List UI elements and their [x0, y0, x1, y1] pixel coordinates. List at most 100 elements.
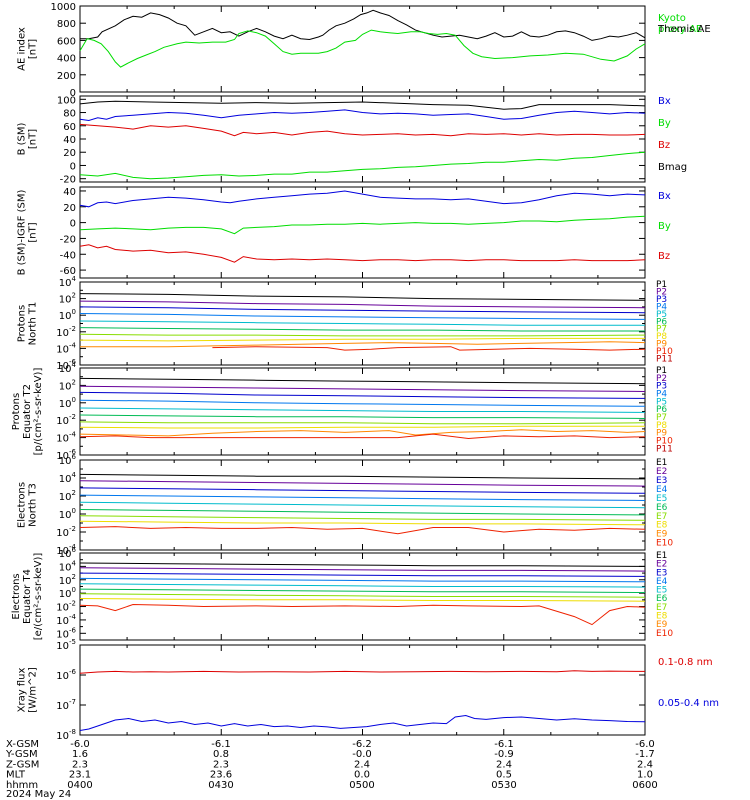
- legend-entry: P3: [656, 295, 667, 305]
- series-line-2: [79, 714, 646, 731]
- series-line-1: [79, 473, 646, 480]
- footer-cell: 1.0: [637, 770, 653, 781]
- footer-cell: 0500: [349, 780, 374, 791]
- y-tick-label: 80: [63, 109, 76, 120]
- legend-entry: E8: [656, 521, 668, 531]
- y-axis-label: [nT]: [28, 129, 39, 149]
- y-tick-label: 10-6: [56, 668, 76, 682]
- y-tick-label: 102: [59, 378, 76, 392]
- legend-entry: E6: [656, 503, 668, 513]
- legend-entry: P2: [656, 374, 667, 384]
- footer-cell: 0530: [491, 780, 516, 791]
- series-line-8: [79, 337, 645, 342]
- footer-cell: 0.8: [213, 749, 229, 760]
- series-line-4: [79, 577, 646, 583]
- y-tick-label: 10-2: [56, 325, 76, 339]
- y-tick-label: 0: [70, 219, 76, 230]
- series-line-6: [79, 509, 646, 516]
- y-tick-label: 10-2: [56, 525, 76, 539]
- y-tick-label: 40: [63, 187, 76, 198]
- legend-entry: E1: [656, 551, 667, 561]
- legend-entry: E8: [656, 612, 668, 622]
- y-tick-label: 10-8: [56, 728, 76, 742]
- y-tick-label: 600: [57, 36, 76, 47]
- y-tick-label: 100: [59, 396, 76, 410]
- y-tick-label: 10-2: [56, 600, 76, 614]
- legend-entry: E2: [656, 467, 667, 477]
- footer-cell: -1.7: [635, 749, 655, 760]
- y-axis-label: [W/m^2]: [28, 667, 39, 713]
- series-line-7: [79, 593, 646, 598]
- y-tick-label: 20: [63, 203, 76, 214]
- legend-entry: P10: [656, 347, 673, 357]
- legend-entry: By: [658, 221, 671, 232]
- footer-cell: 0430: [208, 780, 233, 791]
- footer-cell: -6.1: [211, 739, 231, 750]
- legend-entry: E9: [656, 530, 668, 540]
- series-line-4: [79, 494, 646, 501]
- series-line-2: [79, 567, 646, 572]
- panel-8: 10-8 10-7 10-6 10-5 Xray flux [W/m^2] 0.1-0.8 …: [17, 638, 720, 742]
- y-tick-label: 400: [57, 54, 76, 65]
- y-tick-label: 200: [57, 71, 76, 82]
- legend-entry: proxy AE: [658, 24, 702, 35]
- footer-cell: 2.3: [213, 759, 229, 770]
- y-tick-label: 10-6: [56, 448, 76, 462]
- panel-4: 10-6 10-4 10-2 100 102 104 Protons North T1 P1P2…: [17, 275, 674, 372]
- y-tick-label: 102: [59, 573, 76, 587]
- footer-cell: 2.4: [354, 759, 370, 770]
- series-line-1: [79, 293, 646, 301]
- legend-entry: 0.05-0.4 nm: [658, 698, 719, 709]
- legend-entry: E7: [656, 512, 667, 522]
- legend-entry: P5: [656, 397, 667, 407]
- footer-cell: -6.0: [70, 739, 90, 750]
- legend-entry: P5: [656, 310, 667, 320]
- legend-entry: P2: [656, 287, 667, 297]
- series-line-6: [79, 588, 646, 593]
- panel-frame: [79, 5, 646, 93]
- footer-cell: 2.4: [496, 759, 512, 770]
- y-axis-label: Xray flux: [17, 668, 28, 713]
- y-tick-label: 100: [57, 95, 76, 106]
- legend-entry: E3: [656, 568, 667, 578]
- footer-cell: 0.5: [496, 770, 512, 781]
- y-tick-label: 100: [59, 308, 76, 322]
- y-axis-label: Protons: [11, 393, 22, 430]
- legend-entry: 0.1-0.8 nm: [658, 657, 713, 668]
- y-tick-label: -20: [60, 234, 76, 245]
- legend-entry: By: [658, 118, 671, 129]
- series-line-1: [79, 377, 646, 385]
- legend-entry: Bz: [658, 140, 670, 151]
- legend-entry: E3: [656, 476, 667, 486]
- y-tick-label: 10-6: [56, 358, 76, 372]
- y-axis-label: [nT]: [28, 39, 39, 59]
- series-line-2: [79, 300, 646, 309]
- y-tick-label: 104: [59, 275, 77, 289]
- legend: Bx By Bz: [658, 191, 671, 262]
- legend-entry: E6: [656, 594, 668, 604]
- legend-entry: E10: [656, 539, 673, 549]
- legend-entry: P7: [656, 413, 667, 423]
- y-tick-label: 0: [70, 161, 76, 172]
- series-line-2: [79, 109, 646, 122]
- legend: 0.1-0.8 nm 0.05-0.4 nm: [658, 657, 719, 709]
- footer-cell: -0.0: [352, 749, 372, 760]
- series-line-7: [79, 515, 646, 521]
- legend-entry: P11: [656, 444, 673, 454]
- y-tick-label: 102: [59, 292, 76, 306]
- legend-entry: E5: [656, 586, 667, 596]
- y-tick-label: 1000: [51, 2, 76, 13]
- y-tick-label: 106: [59, 453, 77, 467]
- y-tick-label: 106: [59, 546, 77, 560]
- legend-entry: E9: [656, 620, 668, 630]
- footer-cell: -6.2: [352, 739, 372, 750]
- y-axis-label: Electrons: [17, 482, 28, 528]
- y-axis-label: North T3: [28, 483, 39, 527]
- series-line-10: [79, 433, 646, 440]
- series-line-6: [79, 327, 645, 332]
- footer-cell: -6.1: [494, 739, 514, 750]
